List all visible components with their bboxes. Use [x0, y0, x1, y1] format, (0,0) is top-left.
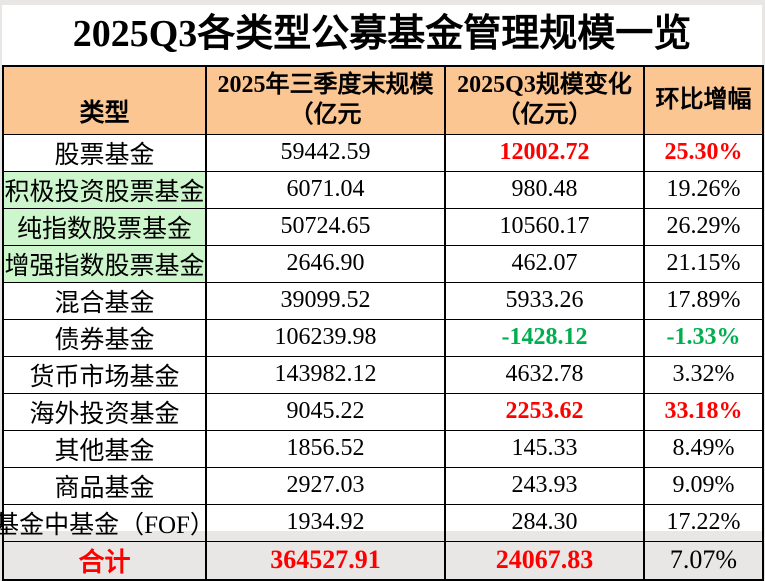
cell-type: 增强指数股票基金	[2, 244, 207, 283]
cell-pct: 17.22%	[643, 503, 764, 542]
table-row: 海外投资基金 9045.22 2253.62 33.18%	[2, 392, 764, 431]
header-type: 类型	[2, 65, 207, 135]
cell-type: 债券基金	[2, 318, 207, 357]
table-row: 债券基金 106239.98 -1428.12 -1.33%	[2, 318, 764, 357]
table-row: 增强指数股票基金 2646.90 462.07 21.15%	[2, 244, 764, 283]
cell-scale: 1934.92	[205, 503, 446, 542]
cell-change: 12002.72	[444, 133, 645, 172]
cell-pct: 25.30%	[643, 133, 764, 172]
cell-scale: 59442.59	[205, 133, 446, 172]
cell-change: 145.33	[444, 429, 645, 468]
header-quarter-end-scale: 2025年三季度末规模 （亿元	[205, 65, 446, 135]
cell-change: -1428.12	[444, 318, 645, 357]
cell-pct: 3.32%	[643, 355, 764, 394]
cell-scale: 50724.65	[205, 207, 446, 246]
cell-scale: 39099.52	[205, 281, 446, 320]
table-row: 股票基金 59442.59 12002.72 25.30%	[2, 133, 764, 172]
cell-change: 980.48	[444, 170, 645, 209]
cell-pct: 19.26%	[643, 170, 764, 209]
cell-pct: 33.18%	[643, 392, 764, 431]
cell-type: 混合基金	[2, 281, 207, 320]
cell-type: 其他基金	[2, 429, 207, 468]
table-row: 积极投资股票基金 6071.04 980.48 19.26%	[2, 170, 764, 209]
table-row: 商品基金 2927.03 243.93 9.09%	[2, 466, 764, 505]
cell-pct: 9.09%	[643, 466, 764, 505]
cell-type: 海外投资基金	[2, 392, 207, 431]
cell-pct: 8.49%	[643, 429, 764, 468]
cell-pct: 7.07%	[643, 540, 764, 580]
cell-type: 基金中基金（FOF）	[0, 503, 215, 542]
cell-scale: 2646.90	[205, 244, 446, 283]
cell-scale: 364527.91	[205, 540, 446, 580]
cell-change: 24067.83	[444, 540, 645, 580]
cell-pct: 21.15%	[643, 244, 764, 283]
cell-type: 积极投资股票基金	[2, 170, 207, 209]
cell-change: 2253.62	[444, 392, 645, 431]
cell-change: 10560.17	[444, 207, 645, 246]
cell-type: 货币市场基金	[2, 355, 207, 394]
cell-change: 284.30	[444, 503, 645, 542]
table-row: 纯指数股票基金 50724.65 10560.17 26.29%	[2, 207, 764, 246]
total-row: 合计 364527.91 24067.83 7.07%	[2, 540, 764, 580]
fund-scale-table: 类型 2025年三季度末规模 （亿元 2025Q3规模变化 （亿元） 环比增幅 …	[0, 65, 764, 581]
header-row: 类型 2025年三季度末规模 （亿元 2025Q3规模变化 （亿元） 环比增幅	[2, 65, 764, 135]
cell-scale: 106239.98	[205, 318, 446, 357]
table-row: 基金中基金（FOF） 1934.92 284.30 17.22%	[0, 503, 764, 542]
table-row: 混合基金 39099.52 5933.26 17.89%	[2, 281, 764, 320]
table-row: 货币市场基金 143982.12 4632.78 3.32%	[2, 355, 764, 394]
cell-pct: -1.33%	[643, 318, 764, 357]
cell-scale: 1856.52	[205, 429, 446, 468]
cell-type: 纯指数股票基金	[2, 207, 207, 246]
cell-change: 462.07	[444, 244, 645, 283]
header-scale-change: 2025Q3规模变化 （亿元）	[444, 65, 645, 135]
header-qoq-growth: 环比增幅	[643, 65, 764, 135]
cell-type: 合计	[2, 540, 207, 580]
page-title: 2025Q3各类型公募基金管理规模一览	[72, 13, 692, 55]
cell-pct: 17.89%	[643, 281, 764, 320]
table-row: 其他基金 1856.52 145.33 8.49%	[2, 429, 764, 468]
sheet-area: 2025Q3各类型公募基金管理规模一览 类型 2025年三季度末规模 （亿元 2…	[0, 5, 764, 581]
cell-type: 股票基金	[2, 133, 207, 172]
cell-change: 5933.26	[444, 281, 645, 320]
cell-scale: 9045.22	[205, 392, 446, 431]
cell-scale: 2927.03	[205, 466, 446, 505]
cell-scale: 143982.12	[205, 355, 446, 394]
cell-type: 商品基金	[2, 466, 207, 505]
cell-scale: 6071.04	[205, 170, 446, 209]
cell-change: 243.93	[444, 466, 645, 505]
cell-change: 4632.78	[444, 355, 645, 394]
cell-pct: 26.29%	[643, 207, 764, 246]
